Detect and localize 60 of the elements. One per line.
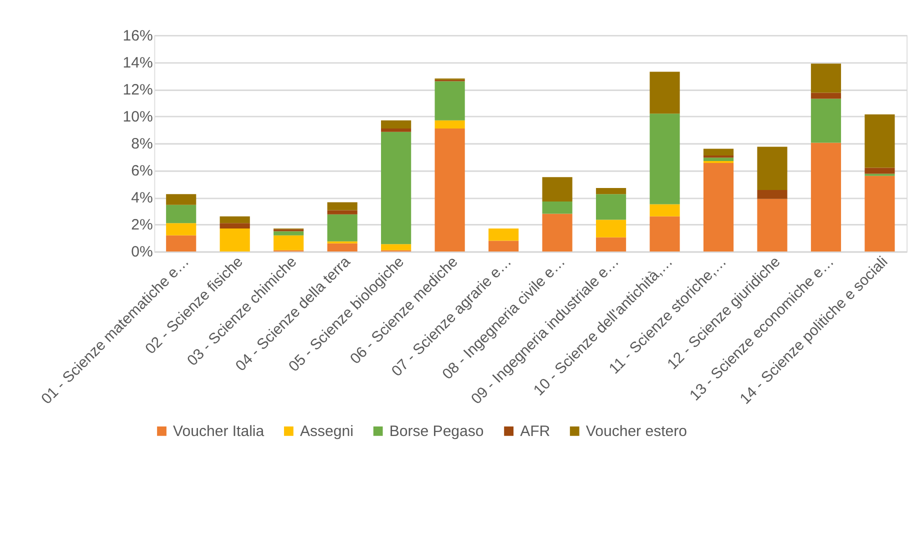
- legend-label: Voucher Italia: [173, 422, 265, 440]
- bar: [166, 204, 196, 224]
- bar: [650, 72, 680, 114]
- legend-label: Voucher estero: [586, 422, 688, 440]
- bar: [596, 194, 626, 220]
- bar: [166, 223, 196, 236]
- bar: [542, 214, 572, 252]
- bar: [810, 142, 842, 252]
- bar: [757, 190, 788, 199]
- bar: [434, 81, 465, 120]
- bar: [596, 220, 626, 238]
- bar: [434, 128, 465, 252]
- bar: [757, 198, 788, 252]
- bar: [757, 146, 788, 190]
- y-tick-label: 4%: [131, 190, 153, 207]
- bar: [650, 216, 680, 252]
- bar: [220, 223, 250, 229]
- bar: [488, 240, 519, 252]
- legend-label: Assegni: [300, 422, 354, 440]
- bar: [434, 120, 465, 129]
- bar: [327, 214, 358, 242]
- bar: [274, 231, 304, 236]
- y-tick-label: 14%: [122, 54, 153, 72]
- bar: [381, 128, 412, 132]
- bar: [703, 162, 734, 252]
- bar: [542, 202, 572, 214]
- bar: [596, 188, 626, 194]
- y-tick-label: 2%: [131, 216, 153, 234]
- bar: [274, 235, 304, 250]
- bar: [864, 114, 895, 168]
- bar: [327, 210, 358, 214]
- bar: [810, 64, 842, 93]
- legend-label: AFR: [520, 422, 550, 440]
- bar: [703, 158, 734, 161]
- y-tick-label: 12%: [122, 81, 153, 98]
- bar: [650, 114, 680, 204]
- bar: [166, 194, 196, 205]
- bar: [381, 244, 412, 250]
- bar: [488, 228, 519, 241]
- bar: [166, 235, 196, 252]
- bar: [381, 120, 412, 129]
- bar: [220, 216, 250, 224]
- bar: [864, 176, 895, 252]
- y-tick-label: 10%: [122, 108, 153, 126]
- bar: [327, 202, 358, 210]
- bar: [327, 243, 358, 252]
- y-tick-label: 8%: [131, 136, 153, 153]
- bar: [381, 132, 412, 244]
- y-tick-label: 6%: [131, 162, 153, 180]
- bar: [650, 204, 680, 216]
- bar: [810, 92, 842, 99]
- bar: [542, 177, 572, 202]
- bar: [220, 228, 250, 252]
- y-tick-label: 0%: [131, 244, 153, 261]
- y-tick-label: 16%: [122, 27, 153, 44]
- bar: [703, 148, 734, 156]
- bar: [596, 237, 626, 252]
- legend-label: Borse Pegaso: [389, 422, 484, 440]
- bar: [864, 168, 895, 174]
- bar: [810, 98, 842, 143]
